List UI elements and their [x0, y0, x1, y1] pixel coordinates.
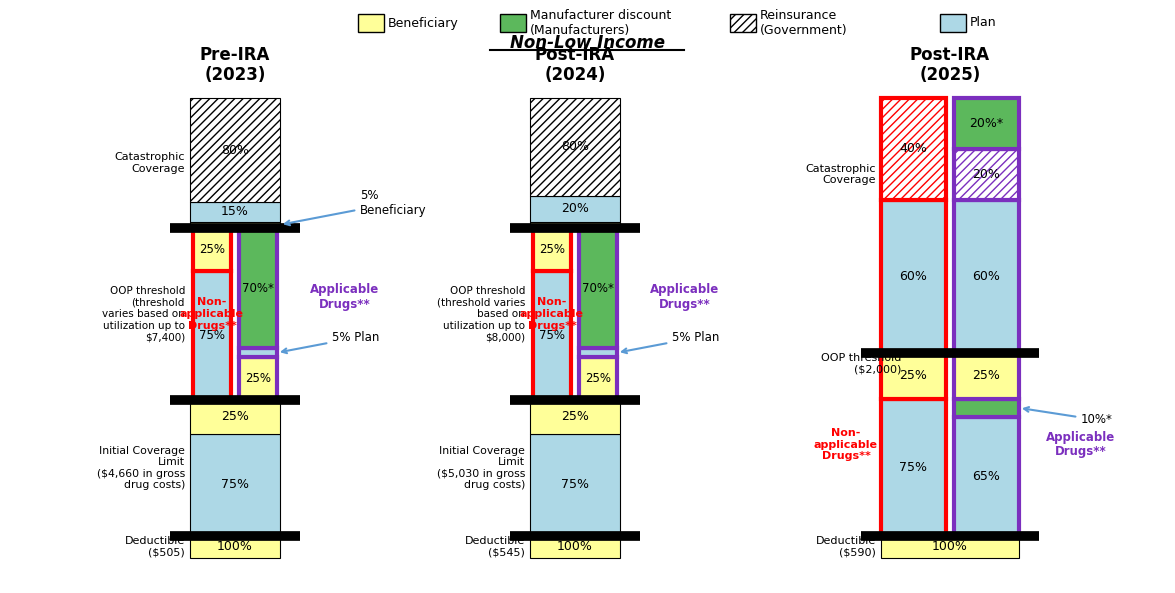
- Text: Non-
applicable
Drugs**: Non- applicable Drugs**: [521, 298, 584, 331]
- Text: 75%: 75%: [199, 329, 224, 342]
- Bar: [881, 200, 946, 353]
- Text: 70%*: 70%*: [582, 282, 613, 295]
- Text: 15%: 15%: [221, 205, 249, 218]
- Text: OOP threshold
(threshold
varies based on
utilization up to
$7,400): OOP threshold (threshold varies based on…: [102, 286, 184, 342]
- Text: 65%: 65%: [973, 470, 1000, 483]
- Text: Applicable
Drugs**: Applicable Drugs**: [1047, 431, 1115, 458]
- Bar: [954, 398, 1019, 417]
- Text: 60%: 60%: [973, 270, 1000, 283]
- Bar: [881, 353, 946, 398]
- Text: Manufacturer discount
(Manufacturers): Manufacturer discount (Manufacturers): [530, 9, 671, 37]
- Text: Beneficiary: Beneficiary: [388, 17, 458, 30]
- Text: 20%: 20%: [973, 168, 1000, 181]
- Bar: [530, 400, 620, 434]
- Bar: [190, 222, 280, 228]
- Bar: [190, 434, 280, 536]
- Bar: [881, 98, 946, 200]
- Bar: [190, 536, 280, 558]
- Text: Post-IRA
(2025): Post-IRA (2025): [909, 46, 991, 84]
- Text: 100%: 100%: [557, 540, 593, 553]
- Bar: [954, 353, 1019, 398]
- Bar: [940, 14, 966, 32]
- Text: 5% Plan: 5% Plan: [622, 331, 719, 353]
- Bar: [579, 228, 617, 349]
- Bar: [881, 536, 1019, 558]
- Bar: [530, 98, 620, 196]
- Bar: [530, 222, 620, 228]
- Text: 25%: 25%: [585, 372, 611, 385]
- Text: Catastrophic
Coverage: Catastrophic Coverage: [806, 164, 877, 185]
- Text: 25%: 25%: [539, 243, 565, 256]
- Bar: [190, 202, 280, 222]
- Text: Non-Low Income: Non-Low Income: [510, 34, 665, 52]
- Bar: [530, 434, 620, 536]
- Bar: [579, 357, 617, 400]
- Text: Pre-IRA
(2023): Pre-IRA (2023): [200, 46, 270, 84]
- Text: 25%: 25%: [973, 369, 1000, 382]
- Text: 25%: 25%: [199, 243, 224, 256]
- Text: 75%: 75%: [221, 479, 249, 492]
- Text: Deductible
($505): Deductible ($505): [125, 536, 184, 558]
- Text: OOP threshold
($2,000): OOP threshold ($2,000): [820, 353, 901, 375]
- Text: 75%: 75%: [900, 461, 927, 474]
- Text: Non-
applicable
Drugs**: Non- applicable Drugs**: [180, 298, 244, 331]
- Bar: [730, 14, 756, 32]
- Text: 70%*: 70%*: [242, 282, 274, 295]
- Bar: [954, 149, 1019, 200]
- Bar: [190, 98, 280, 202]
- Text: Non-
applicable
Drugs**: Non- applicable Drugs**: [814, 428, 878, 461]
- Text: Initial Coverage
Limit
($5,030 in gross
drug costs): Initial Coverage Limit ($5,030 in gross …: [437, 445, 525, 490]
- Bar: [881, 398, 946, 536]
- Text: 60%: 60%: [900, 270, 927, 283]
- Bar: [239, 349, 277, 357]
- Text: 5%
Beneficiary: 5% Beneficiary: [286, 189, 427, 225]
- Text: OOP threshold
(threshold varies
based on
utilization up to
$8,000): OOP threshold (threshold varies based on…: [437, 286, 525, 342]
- Text: Post-IRA
(2024): Post-IRA (2024): [535, 46, 615, 84]
- Text: 80%: 80%: [560, 141, 589, 153]
- Bar: [239, 357, 277, 400]
- Text: 25%: 25%: [246, 372, 271, 385]
- Bar: [190, 400, 280, 434]
- Text: 25%: 25%: [221, 410, 249, 423]
- Bar: [358, 14, 384, 32]
- Bar: [193, 271, 231, 400]
- Text: 100%: 100%: [217, 540, 253, 553]
- Text: 5% Plan: 5% Plan: [282, 331, 380, 353]
- Bar: [239, 228, 277, 349]
- Text: Deductible
($545): Deductible ($545): [465, 536, 525, 558]
- Text: 25%: 25%: [562, 410, 589, 423]
- Bar: [954, 200, 1019, 353]
- Text: Reinsurance
(Government): Reinsurance (Government): [760, 9, 847, 37]
- Text: 100%: 100%: [932, 540, 968, 553]
- Bar: [530, 196, 620, 222]
- Text: Catastrophic
Coverage: Catastrophic Coverage: [114, 152, 184, 174]
- Text: 80%: 80%: [221, 144, 249, 157]
- Text: Plan: Plan: [971, 17, 996, 30]
- Bar: [533, 271, 571, 400]
- Bar: [954, 98, 1019, 149]
- Text: 25%: 25%: [900, 369, 927, 382]
- Text: Applicable
Drugs**: Applicable Drugs**: [310, 283, 380, 311]
- Text: 20%*: 20%*: [969, 117, 1003, 130]
- Text: 75%: 75%: [539, 329, 565, 342]
- Text: 10%*: 10%*: [1025, 407, 1113, 426]
- Text: 40%: 40%: [900, 142, 927, 155]
- Text: Applicable
Drugs**: Applicable Drugs**: [651, 283, 719, 311]
- Bar: [533, 228, 571, 271]
- Bar: [530, 536, 620, 558]
- Bar: [579, 349, 617, 357]
- Text: 75%: 75%: [560, 479, 589, 492]
- Text: Deductible
($590): Deductible ($590): [815, 536, 877, 558]
- Bar: [954, 417, 1019, 536]
- Bar: [193, 228, 231, 271]
- Text: Initial Coverage
Limit
($4,660 in gross
drug costs): Initial Coverage Limit ($4,660 in gross …: [96, 445, 184, 490]
- Text: 20%: 20%: [562, 202, 589, 215]
- Bar: [501, 14, 526, 32]
